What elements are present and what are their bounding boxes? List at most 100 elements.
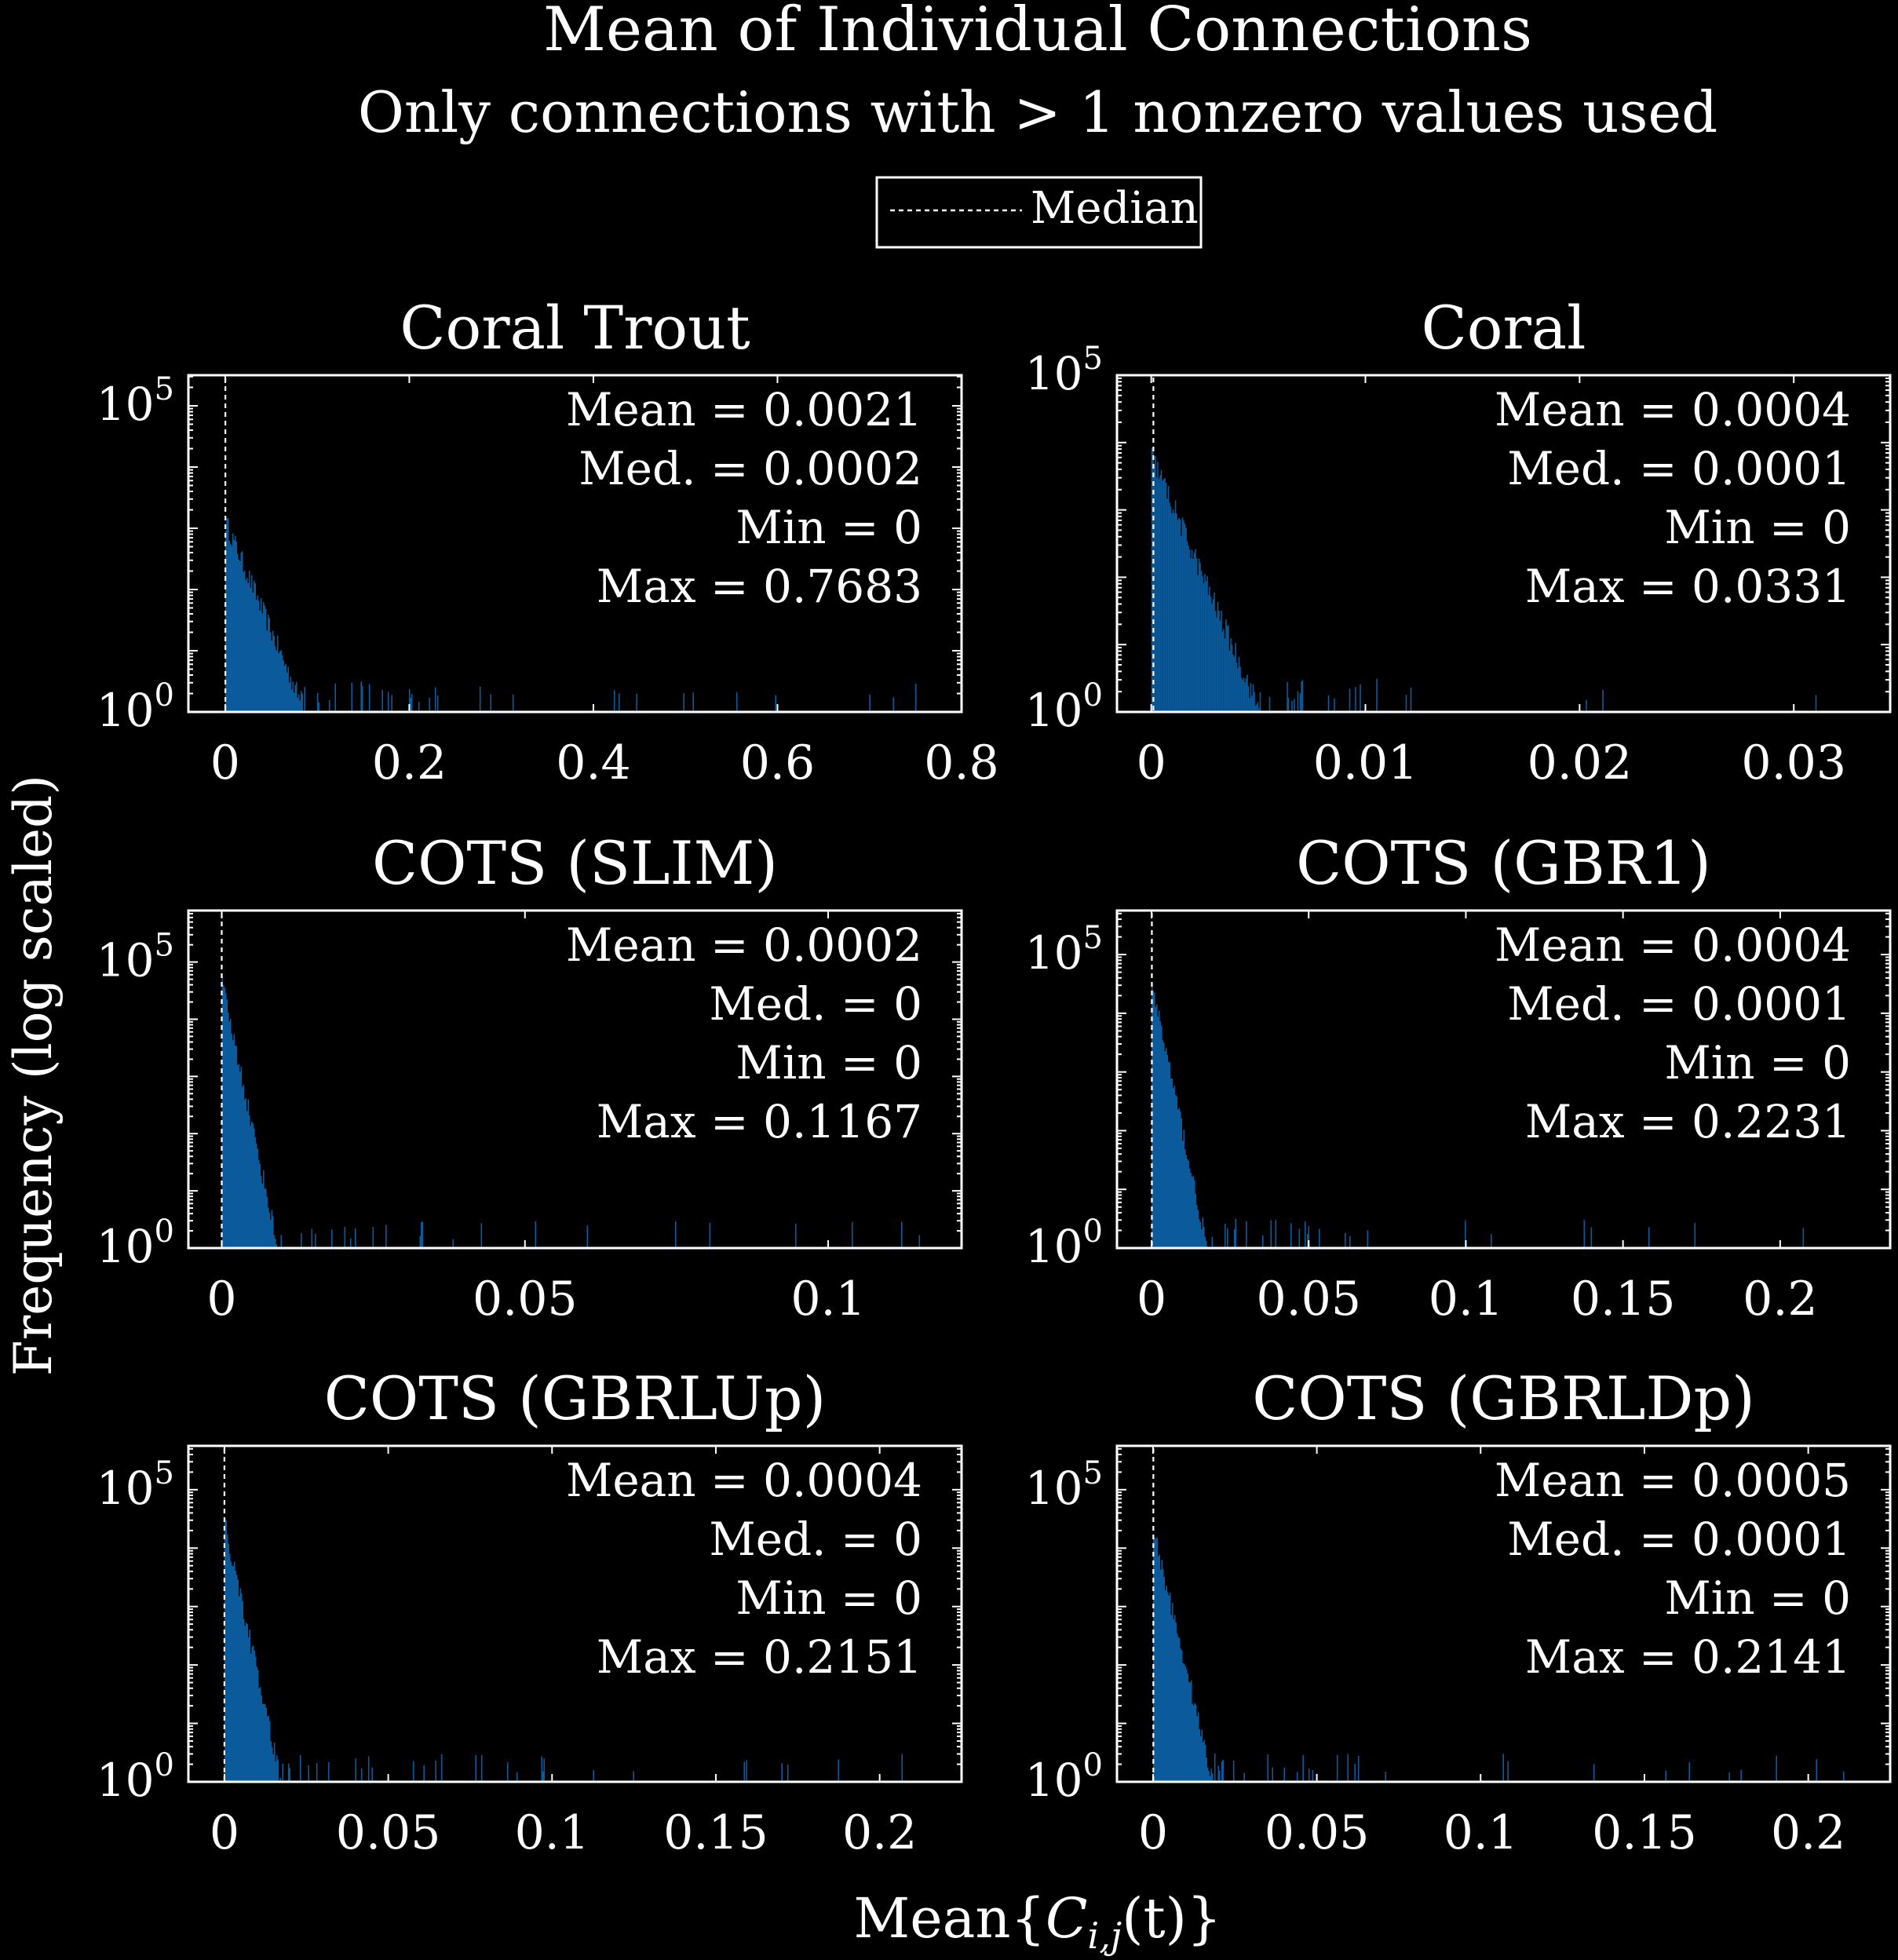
y-tick-label: 100 [1025,1214,1103,1273]
histogram-bar [1191,549,1193,712]
histogram-bar [1166,1048,1167,1248]
legend: Median [875,176,1203,249]
histogram-bar [1173,513,1175,712]
histogram-bar [251,1647,253,1782]
histogram-bar [350,1238,352,1248]
histogram-bar [1163,1576,1165,1782]
histogram-bar [1184,1666,1186,1782]
histogram-bar [1294,699,1295,712]
histogram-bar [1159,1010,1160,1248]
histogram-bar [1153,464,1155,712]
histogram-bar [636,693,637,712]
histogram-bar [1177,1637,1179,1782]
y-tick-label-exponent: 5 [1083,920,1103,956]
y-tick-label-exponent: 0 [155,1214,174,1250]
histogram-bar [1190,1173,1192,1248]
histogram-bar [344,1227,346,1248]
histogram-bar [1502,1754,1504,1782]
stat-max: Max = 0.1167 [597,1095,922,1148]
histogram-bar [1184,1149,1186,1248]
histogram-bar [276,1755,278,1782]
histogram-bar [1195,1193,1197,1248]
histogram-bar [257,600,260,712]
histogram-bar [1173,1085,1176,1248]
histogram-bar [1842,1771,1845,1782]
histogram-bar [371,1767,373,1782]
histogram-bar [412,1761,414,1782]
x-tick-label: 0 [1137,735,1166,790]
x-tick-label: 0.15 [1571,1272,1676,1327]
histogram-bar [1159,1569,1162,1782]
histogram-bar [1307,1234,1309,1248]
histogram-bar [260,597,262,712]
y-tick-label-exponent: 0 [155,1747,174,1783]
histogram-bar [1180,1648,1181,1782]
x-tick-label: 0 [210,1805,239,1860]
histogram-bar [249,1115,250,1248]
panel-title: Coral Trout [400,293,750,363]
y-tick-label: 100 [1025,677,1103,737]
histogram-bar [1243,677,1245,712]
y-tick-label-exponent: 5 [1083,341,1103,377]
histogram-bar [268,1207,269,1248]
histogram-bar [1203,583,1205,712]
histogram-bar [852,1222,853,1248]
histogram-bar [381,689,383,712]
stat-min: Min = 0 [735,1571,922,1625]
histogram-bar [1166,498,1168,712]
histogram-bar [267,615,269,712]
histogram-bar [269,632,272,712]
x-axis-label-subscript: i,j [1088,1914,1122,1957]
histogram-bar [1240,677,1243,712]
stat-mean: Mean = 0.0002 [566,918,922,972]
histogram-bar [287,1763,290,1782]
histogram-bar [235,1575,238,1782]
histogram-bar [294,684,296,712]
histogram-bar [1231,644,1233,712]
histogram-bar [1169,1592,1171,1782]
histogram-bar [239,1588,241,1782]
histogram-bar [1251,695,1253,712]
histogram-bar [480,1223,483,1248]
histogram-bar [287,666,289,712]
histogram-bar [1298,1228,1301,1248]
histogram-bar [1491,1234,1492,1248]
x-axis-label-variable: C [1046,1886,1088,1951]
histogram-bar [286,672,288,712]
histogram-bar [224,987,226,1248]
histogram-bar [418,702,420,712]
histogram-bar [1223,629,1225,712]
histogram-bar [1151,448,1153,712]
histogram-bar [266,630,268,712]
histogram-bar [259,610,261,712]
histogram-bar [1177,1109,1179,1248]
histogram-bar [235,1571,236,1782]
histogram-bar [1206,575,1208,712]
histogram-bar [245,1622,247,1782]
stat-mean: Mean = 0.0004 [1495,383,1851,436]
panel-title: Coral [1422,293,1586,363]
histogram-bar [1175,1622,1177,1782]
histogram-bar [1228,650,1231,712]
histogram-bar [245,580,246,712]
histogram-bar [233,1561,235,1782]
histogram-bar [273,1743,276,1782]
stat-mean: Mean = 0.0005 [1495,1454,1851,1507]
histogram-bar [1232,654,1234,712]
histogram-bar [235,541,237,712]
histogram-bar [683,693,684,712]
histogram-bar [1174,500,1177,712]
histogram-bar [295,681,297,712]
histogram-bar [231,1033,233,1248]
histogram-bar [1157,1556,1159,1782]
histogram-bar [297,694,300,712]
histogram-bar [254,583,256,712]
histogram-bar [1199,563,1201,712]
histogram-bar [241,551,243,712]
histogram-bar [318,702,319,712]
histogram-bar [268,1212,271,1248]
y-tick-label-exponent: 5 [155,371,174,407]
histogram-bar [1170,1615,1172,1782]
histogram-bar [1355,687,1356,712]
